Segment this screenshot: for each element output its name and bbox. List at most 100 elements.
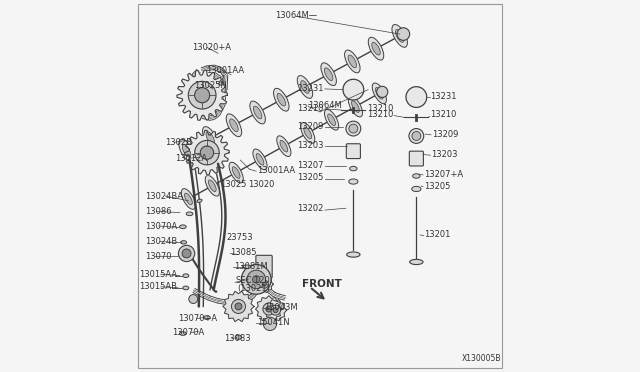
Circle shape (266, 306, 272, 312)
Ellipse shape (324, 68, 333, 81)
FancyBboxPatch shape (410, 151, 424, 166)
Text: 13012A: 13012A (175, 154, 207, 163)
Ellipse shape (183, 286, 189, 290)
Text: 13231: 13231 (431, 92, 457, 101)
Text: 13001AA: 13001AA (206, 66, 244, 75)
Ellipse shape (243, 265, 251, 269)
Circle shape (195, 88, 210, 103)
Circle shape (195, 140, 219, 165)
Ellipse shape (256, 154, 264, 165)
Ellipse shape (301, 123, 315, 143)
Ellipse shape (349, 166, 357, 171)
Ellipse shape (226, 114, 242, 137)
Text: 13202: 13202 (298, 205, 324, 214)
Ellipse shape (197, 199, 202, 202)
Ellipse shape (209, 180, 216, 192)
Ellipse shape (297, 76, 313, 98)
Ellipse shape (372, 42, 380, 55)
Polygon shape (177, 70, 227, 120)
Text: 15041N: 15041N (257, 318, 290, 327)
Ellipse shape (409, 129, 424, 143)
Text: FRONT: FRONT (302, 279, 342, 289)
Ellipse shape (182, 144, 191, 157)
Circle shape (247, 270, 266, 289)
Ellipse shape (372, 83, 387, 104)
Ellipse shape (229, 162, 243, 183)
Text: SEC.120: SEC.120 (236, 276, 270, 285)
Ellipse shape (346, 121, 361, 136)
Circle shape (263, 303, 275, 315)
Ellipse shape (236, 335, 241, 339)
Ellipse shape (349, 124, 358, 133)
Text: 13025N: 13025N (194, 81, 227, 90)
Text: 13210: 13210 (298, 105, 324, 113)
Ellipse shape (347, 252, 360, 257)
Ellipse shape (186, 212, 193, 216)
Ellipse shape (349, 179, 358, 184)
Ellipse shape (232, 167, 240, 179)
Circle shape (188, 81, 216, 109)
Text: 13024B: 13024B (145, 237, 177, 246)
Text: 13064M—: 13064M— (276, 11, 317, 20)
Text: 13015AA: 13015AA (139, 270, 177, 279)
Text: 13001AA: 13001AA (257, 166, 295, 175)
Ellipse shape (392, 25, 408, 47)
Circle shape (200, 146, 214, 159)
Ellipse shape (348, 55, 356, 68)
Ellipse shape (351, 101, 359, 112)
Ellipse shape (273, 88, 289, 111)
Text: 13024BA: 13024BA (145, 192, 183, 201)
Ellipse shape (205, 176, 220, 196)
Ellipse shape (230, 119, 238, 132)
Text: 23753: 23753 (227, 233, 253, 243)
Ellipse shape (377, 86, 388, 97)
Text: 1302B: 1302B (165, 138, 192, 147)
Circle shape (235, 303, 242, 310)
Text: (13021): (13021) (237, 284, 270, 293)
Ellipse shape (183, 274, 189, 278)
Ellipse shape (181, 189, 195, 209)
Text: 13203: 13203 (297, 141, 324, 150)
Text: 13020: 13020 (248, 180, 275, 189)
Circle shape (271, 305, 280, 315)
Text: 13083: 13083 (225, 334, 251, 343)
Ellipse shape (204, 316, 211, 320)
Polygon shape (255, 276, 273, 293)
Ellipse shape (410, 259, 423, 264)
Circle shape (241, 264, 271, 294)
Text: 13086: 13086 (145, 207, 172, 216)
Ellipse shape (180, 332, 186, 335)
Text: 13070A: 13070A (145, 221, 177, 231)
Ellipse shape (397, 28, 410, 40)
Ellipse shape (202, 126, 218, 150)
Text: 13209: 13209 (298, 122, 324, 131)
Ellipse shape (253, 106, 262, 119)
Ellipse shape (368, 37, 384, 60)
Ellipse shape (344, 50, 360, 73)
Text: 13203: 13203 (431, 150, 458, 159)
Text: 13210: 13210 (431, 110, 457, 119)
Text: 13210: 13210 (367, 110, 394, 119)
Ellipse shape (412, 132, 421, 140)
Text: 13207: 13207 (297, 161, 324, 170)
Circle shape (406, 87, 427, 108)
Circle shape (260, 280, 268, 288)
Circle shape (232, 299, 246, 314)
Circle shape (182, 249, 191, 258)
Circle shape (179, 245, 195, 262)
Circle shape (263, 317, 276, 331)
Text: 13231: 13231 (297, 84, 324, 93)
Circle shape (253, 276, 260, 283)
Ellipse shape (180, 225, 186, 229)
Ellipse shape (324, 109, 339, 130)
Circle shape (273, 308, 278, 312)
Text: 13085: 13085 (230, 248, 257, 257)
Ellipse shape (280, 140, 288, 152)
Polygon shape (264, 299, 287, 321)
Ellipse shape (396, 29, 404, 42)
Text: 13209: 13209 (432, 130, 458, 140)
Ellipse shape (348, 96, 362, 117)
Text: 13015AB: 13015AB (139, 282, 177, 291)
Text: 15043M: 15043M (264, 303, 298, 312)
Ellipse shape (184, 193, 192, 205)
